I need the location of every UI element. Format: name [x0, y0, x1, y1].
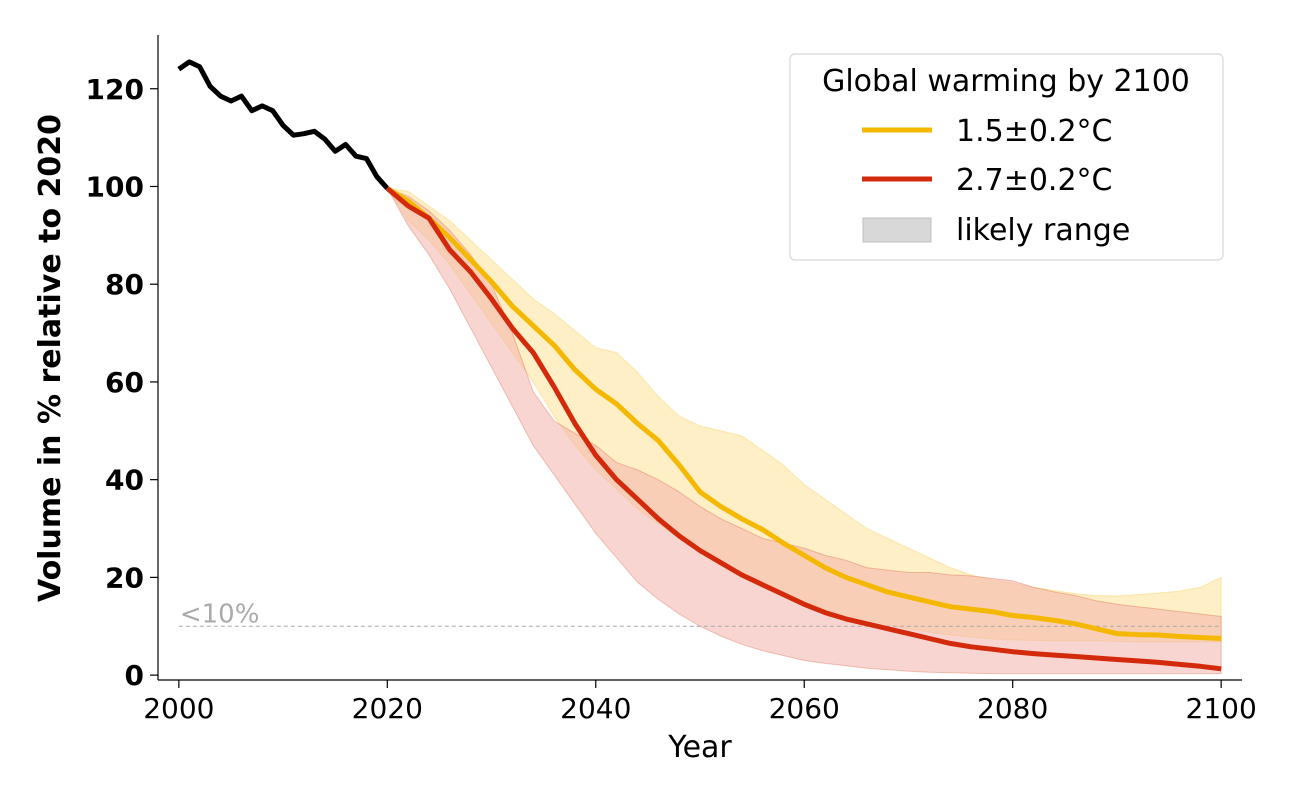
y-tick-label: 100: [86, 170, 144, 203]
y-tick-label: 60: [105, 366, 144, 399]
y-tick-label: 40: [105, 464, 144, 497]
y-tick-label: 80: [105, 268, 144, 301]
legend-label-27: 2.7±0.2°C: [956, 163, 1113, 198]
y-tick-label: 0: [125, 659, 144, 692]
series-line-15: [386, 186, 1222, 641]
x-tick-label: 2060: [769, 692, 840, 725]
x-axis-title: Year: [667, 730, 732, 765]
y-tick-label: 20: [105, 561, 144, 594]
threshold-label: <10%: [180, 599, 260, 629]
observed-line: [177, 59, 390, 191]
x-tick-label: 2100: [1186, 692, 1257, 725]
y-tick-label: 120: [86, 73, 144, 106]
legend-label-range: likely range: [956, 213, 1130, 248]
legend-swatch-range: [862, 217, 932, 243]
y-axis-title: Volume in % relative to 2020: [33, 114, 68, 602]
legend: Global warming by 2100 1.5±0.2°C 2.7±0.2…: [789, 53, 1224, 261]
legend-label-15: 1.5±0.2°C: [956, 114, 1113, 149]
x-tick-label: 2020: [352, 692, 423, 725]
legend-frame: [789, 53, 1224, 261]
x-tick-label: 2040: [560, 692, 631, 725]
legend-title: Global warming by 2100: [822, 64, 1190, 99]
x-tick-label: 2080: [977, 692, 1048, 725]
series-line-27: [385, 186, 1222, 672]
likely-range-band-27: [386, 187, 1222, 675]
x-tick-label: 2000: [143, 692, 214, 725]
